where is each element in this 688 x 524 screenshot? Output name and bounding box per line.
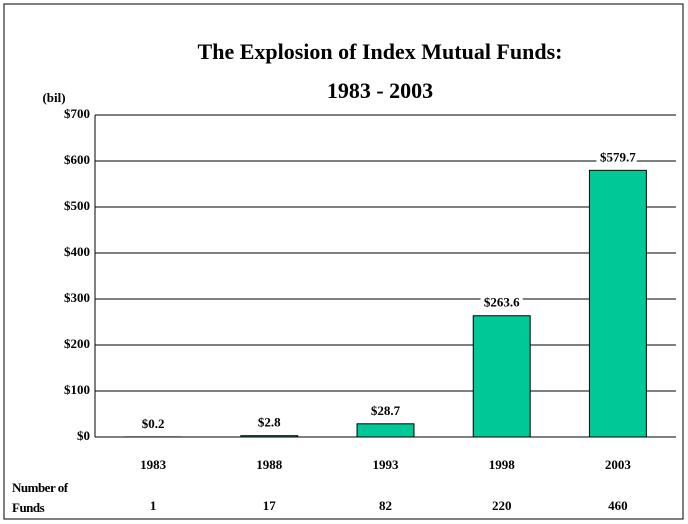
value-label: $0.2	[142, 416, 165, 431]
value-label: $579.7	[600, 149, 636, 164]
value-label: $28.7	[371, 403, 401, 418]
y-tick-label: $600	[64, 152, 90, 167]
chart-title: 1983 - 2003	[327, 78, 433, 103]
fund-count: 82	[379, 498, 392, 513]
x-tick-label: 2003	[605, 457, 632, 472]
fund-count: 460	[608, 498, 628, 513]
y-axis-label: (bil)	[42, 90, 65, 105]
frame	[3, 3, 684, 520]
y-tick-label: $300	[64, 290, 90, 305]
value-label: $2.8	[258, 415, 281, 430]
count-label: Number of Funds	[12, 480, 68, 515]
y-tick-label: $100	[64, 382, 90, 397]
y-tick-label: $200	[64, 336, 90, 351]
x-tick-label: 1983	[140, 457, 167, 472]
chart-title: The Explosion of Index Mutual Funds:	[198, 39, 563, 64]
y-tick-label: $700	[64, 106, 90, 121]
x-tick-label: 1988	[256, 457, 283, 472]
value-label: $263.6	[484, 295, 520, 310]
y-tick-label: $400	[64, 244, 90, 259]
y-tick-label: $0	[77, 428, 90, 443]
fund-count: 1	[150, 498, 157, 513]
bar	[472, 315, 531, 438]
fund-count: 17	[263, 498, 277, 513]
bar	[588, 169, 647, 438]
x-tick-label: 1998	[489, 457, 516, 472]
y-tick-label: $500	[64, 198, 90, 213]
bar	[356, 423, 415, 438]
fund-count: 220	[492, 498, 512, 513]
bar	[240, 435, 299, 438]
x-tick-label: 1993	[373, 457, 400, 472]
